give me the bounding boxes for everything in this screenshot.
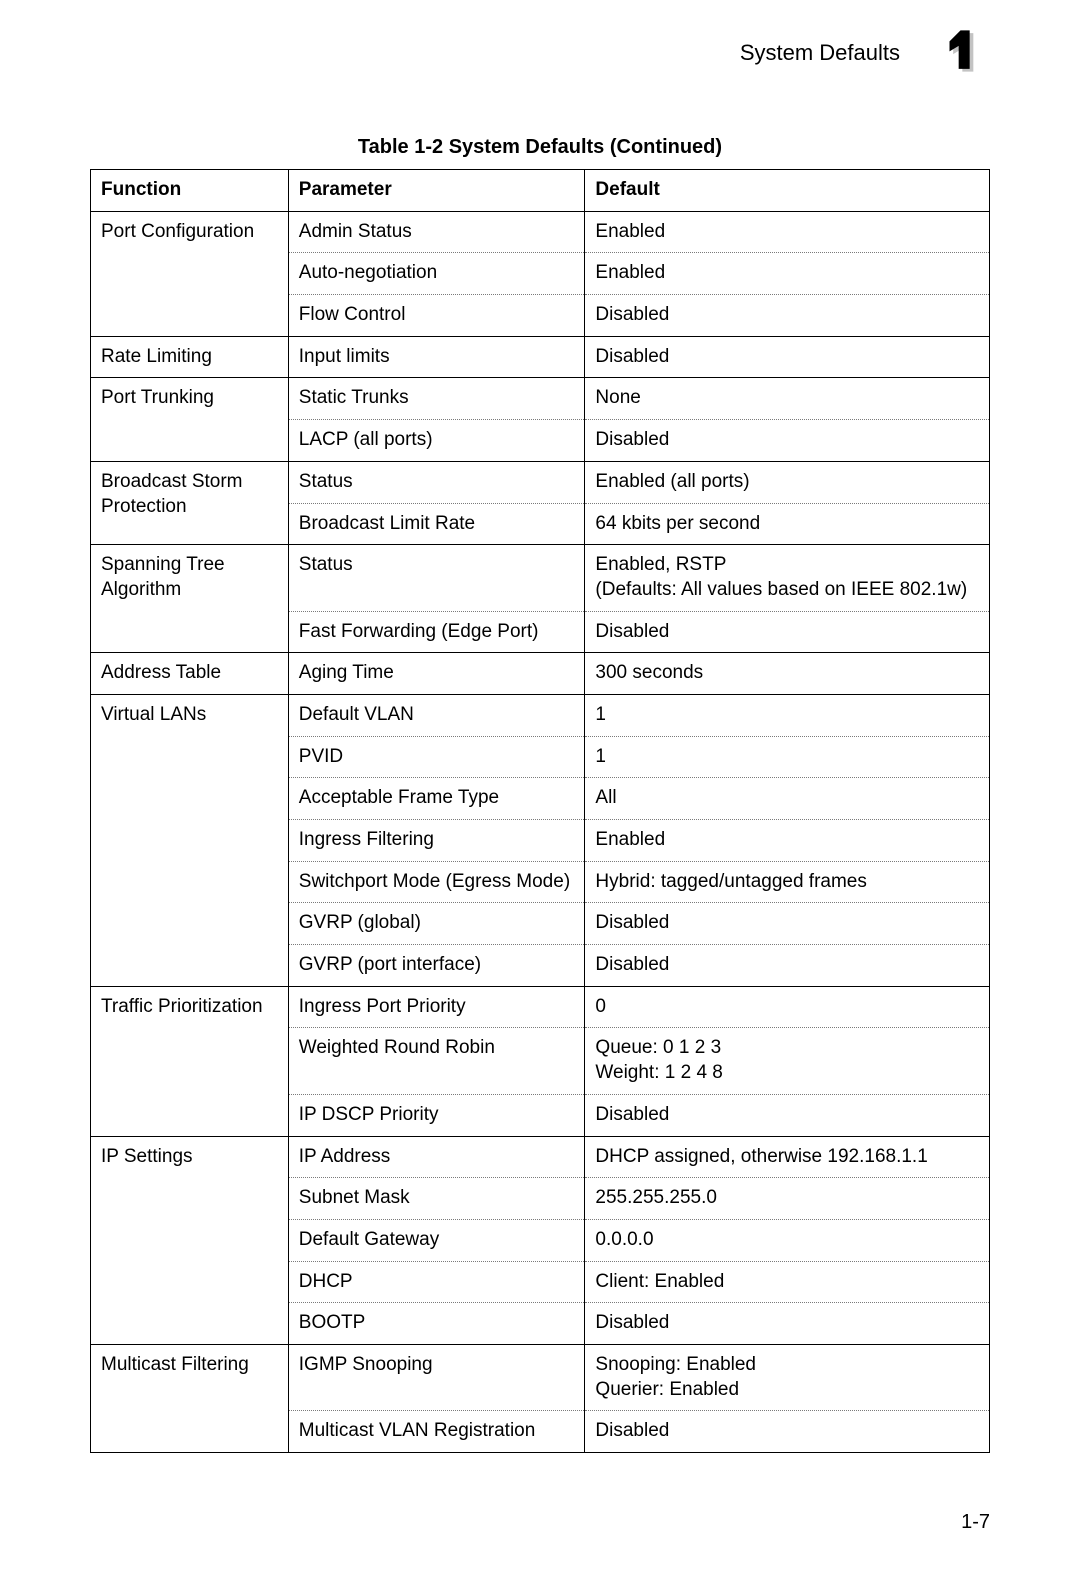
cell-default: Disabled <box>585 1094 990 1136</box>
table-row: IP SettingsIP AddressDHCP assigned, othe… <box>91 1136 990 1178</box>
table-row: Broadcast Storm ProtectionStatusEnabled … <box>91 461 990 503</box>
cell-default: Snooping: Enabled Querier: Enabled <box>585 1344 990 1410</box>
cell-default: Enabled <box>585 820 990 862</box>
cell-parameter: Auto-negotiation <box>288 253 585 295</box>
cell-parameter: Status <box>288 461 585 503</box>
cell-function: Traffic Prioritization <box>91 986 289 1136</box>
cell-parameter: LACP (all ports) <box>288 420 585 462</box>
cell-parameter: Aging Time <box>288 653 585 695</box>
document-page: System Defaults Table 1-2 System Default… <box>0 0 1080 1570</box>
col-header-parameter: Parameter <box>288 170 585 212</box>
cell-default: All <box>585 778 990 820</box>
cell-parameter: Broadcast Limit Rate <box>288 503 585 545</box>
cell-default: None <box>585 378 990 420</box>
cell-parameter: IGMP Snooping <box>288 1344 585 1410</box>
header-title: System Defaults <box>740 40 900 66</box>
cell-parameter: Switchport Mode (Egress Mode) <box>288 861 585 903</box>
cell-function: Virtual LANs <box>91 694 289 986</box>
cell-function: Spanning Tree Algorithm <box>91 545 289 653</box>
cell-default: Disabled <box>585 903 990 945</box>
cell-parameter: Multicast VLAN Registration <box>288 1411 585 1453</box>
cell-parameter: Ingress Port Priority <box>288 986 585 1028</box>
cell-parameter: Flow Control <box>288 295 585 337</box>
cell-default: 1 <box>585 736 990 778</box>
cell-function: Rate Limiting <box>91 336 289 378</box>
cell-default: Client: Enabled <box>585 1261 990 1303</box>
cell-default: 0 <box>585 986 990 1028</box>
cell-parameter: Subnet Mask <box>288 1178 585 1220</box>
cell-default: Disabled <box>585 1411 990 1453</box>
cell-default: Disabled <box>585 336 990 378</box>
cell-default: Disabled <box>585 420 990 462</box>
cell-function: Port Configuration <box>91 211 289 336</box>
cell-parameter: Fast Forwarding (Edge Port) <box>288 611 585 653</box>
table-row: Port ConfigurationAdmin StatusEnabled <box>91 211 990 253</box>
cell-function: Multicast Filtering <box>91 1344 289 1452</box>
cell-default: 300 seconds <box>585 653 990 695</box>
cell-function: Port Trunking <box>91 378 289 461</box>
cell-default: Enabled (all ports) <box>585 461 990 503</box>
cell-parameter: IP DSCP Priority <box>288 1094 585 1136</box>
cell-default: 1 <box>585 694 990 736</box>
cell-function: IP Settings <box>91 1136 289 1344</box>
cell-default: Disabled <box>585 295 990 337</box>
cell-parameter: Ingress Filtering <box>288 820 585 862</box>
cell-parameter: IP Address <box>288 1136 585 1178</box>
cell-parameter: Status <box>288 545 585 611</box>
chapter-number-icon <box>930 20 990 80</box>
col-header-default: Default <box>585 170 990 212</box>
cell-parameter: Static Trunks <box>288 378 585 420</box>
page-header: System Defaults <box>90 40 990 100</box>
cell-parameter: GVRP (port interface) <box>288 945 585 987</box>
col-header-function: Function <box>91 170 289 212</box>
cell-default: Enabled <box>585 211 990 253</box>
cell-parameter: Default VLAN <box>288 694 585 736</box>
table-row: Port TrunkingStatic TrunksNone <box>91 378 990 420</box>
cell-default: Disabled <box>585 1303 990 1345</box>
cell-parameter: Acceptable Frame Type <box>288 778 585 820</box>
cell-default: Enabled, RSTP (Defaults: All values base… <box>585 545 990 611</box>
table-header-row: Function Parameter Default <box>91 170 990 212</box>
page-number: 1-7 <box>961 1511 990 1534</box>
table-row: Address TableAging Time300 seconds <box>91 653 990 695</box>
table-caption: Table 1-2 System Defaults (Continued) <box>90 136 990 159</box>
table-row: Spanning Tree AlgorithmStatusEnabled, RS… <box>91 545 990 611</box>
system-defaults-table: Function Parameter Default Port Configur… <box>90 169 990 1453</box>
cell-parameter: GVRP (global) <box>288 903 585 945</box>
cell-default: Enabled <box>585 253 990 295</box>
table-row: Multicast FilteringIGMP SnoopingSnooping… <box>91 1344 990 1410</box>
cell-default: 64 kbits per second <box>585 503 990 545</box>
cell-parameter: Weighted Round Robin <box>288 1028 585 1094</box>
cell-function: Address Table <box>91 653 289 695</box>
table-row: Rate LimitingInput limitsDisabled <box>91 336 990 378</box>
cell-parameter: BOOTP <box>288 1303 585 1345</box>
table-row: Traffic PrioritizationIngress Port Prior… <box>91 986 990 1028</box>
cell-default: Hybrid: tagged/untagged frames <box>585 861 990 903</box>
cell-function: Broadcast Storm Protection <box>91 461 289 544</box>
table-row: Virtual LANsDefault VLAN1 <box>91 694 990 736</box>
cell-parameter: Default Gateway <box>288 1219 585 1261</box>
cell-default: DHCP assigned, otherwise 192.168.1.1 <box>585 1136 990 1178</box>
cell-default: Disabled <box>585 611 990 653</box>
cell-parameter: Input limits <box>288 336 585 378</box>
cell-default: Queue: 0 1 2 3 Weight: 1 2 4 8 <box>585 1028 990 1094</box>
cell-parameter: PVID <box>288 736 585 778</box>
cell-default: Disabled <box>585 945 990 987</box>
cell-parameter: Admin Status <box>288 211 585 253</box>
cell-default: 255.255.255.0 <box>585 1178 990 1220</box>
cell-default: 0.0.0.0 <box>585 1219 990 1261</box>
cell-parameter: DHCP <box>288 1261 585 1303</box>
